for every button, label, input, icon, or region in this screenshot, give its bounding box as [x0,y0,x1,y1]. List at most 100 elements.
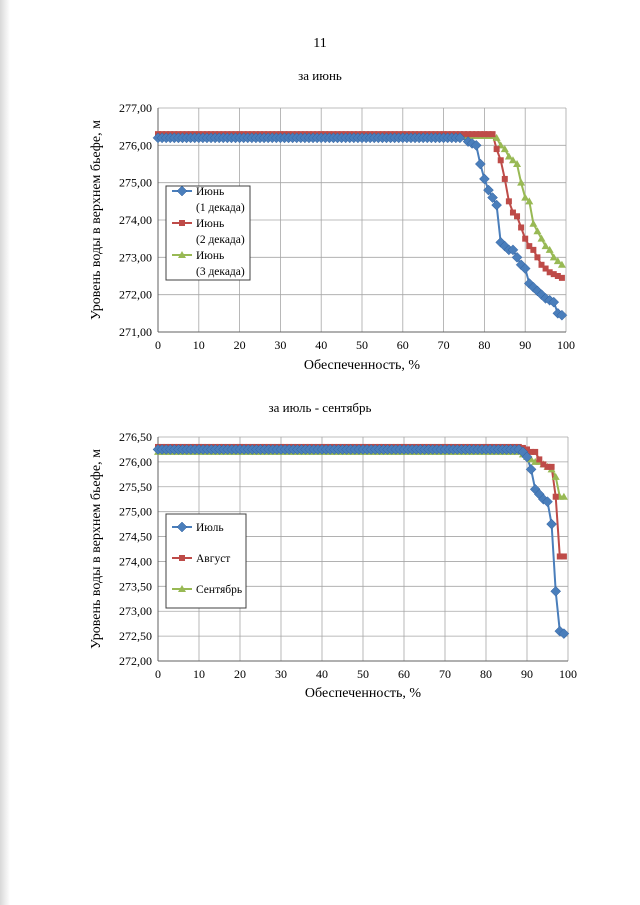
series-line [158,450,564,498]
data-point [526,243,533,250]
x-tick-label: 20 [234,338,246,352]
x-tick-label: 60 [398,667,410,681]
x-tick-label: 90 [519,338,531,352]
data-point [556,309,568,321]
data-point [557,260,566,268]
x-tick-label: 80 [480,667,492,681]
data-point [473,131,480,138]
data-point [469,131,476,138]
x-tick-label: 20 [234,667,246,681]
data-point [546,518,557,530]
data-point [533,227,542,235]
data-point [461,131,467,138]
data-point [542,265,549,272]
data-point [536,456,543,463]
y-tick-label: 272,00 [119,654,152,668]
x-tick-label: 50 [357,667,369,681]
legend-box [165,185,251,281]
data-point [556,553,563,560]
y-axis-label: Уровень воды в верхнем бьефе, м [89,120,104,320]
data-point [497,157,504,164]
x-tick-label: 10 [193,667,205,681]
y-tick-label: 274,00 [119,213,152,227]
data-point [521,451,533,463]
x-tick-label: 80 [478,338,490,352]
data-point [554,273,561,279]
chart-title-june: за июнь [298,68,342,83]
data-point [529,219,538,227]
y-tick-label: 272,00 [119,288,152,302]
series-markers [154,447,568,500]
x-tick-label: 70 [438,338,450,352]
data-point [470,139,482,151]
legend-label: Сентябрь [196,584,242,596]
legend-label: Август [196,553,230,565]
legend-swatch-marker [176,521,188,533]
data-point [487,192,498,203]
x-tick-label: 0 [155,667,161,681]
legend-label: Июль [196,522,224,534]
data-point [454,132,466,144]
legend-swatch-marker [176,185,188,197]
legend-label: Июнь [196,250,224,262]
page-number: 11 [313,36,327,51]
data-point [550,271,557,278]
y-tick-label: 275,50 [119,480,152,494]
x-tick-label: 30 [274,338,286,352]
data-point [532,448,539,455]
data-point [524,446,530,453]
data-point [541,242,550,250]
y-tick-label: 277,00 [119,101,152,115]
data-point [517,178,526,186]
x-axis-label: Обеспеченность, % [305,686,421,701]
data-point [505,198,512,205]
x-tick-label: 50 [356,338,368,352]
legend-label: Июнь [196,186,224,198]
x-tick-label: 70 [439,667,451,681]
data-point [548,296,560,308]
data-point [489,131,496,138]
data-point [525,464,537,475]
legend-label: (2 декада) [196,234,245,246]
x-tick-label: 40 [315,338,327,352]
data-point [507,244,519,256]
data-point [558,274,565,281]
y-tick-label: 275,00 [119,176,152,190]
data-point [522,235,529,242]
data-point [545,245,554,253]
data-point [525,197,534,205]
data-point [551,472,560,480]
legend: Июнь (1 декада) Июнь (2 декада) Июнь (3 декад… [165,185,251,281]
legend: Июль Август Сентябрь [165,513,247,609]
data-point [479,173,490,185]
data-point [474,158,486,170]
x-tick-label: 10 [193,338,205,352]
data-point [521,193,530,201]
x-tick-label: 40 [316,667,328,681]
data-point [485,131,492,138]
y-tick-label: 274,00 [119,554,152,568]
data-point [493,146,500,153]
data-point [508,156,517,164]
chart-title-july-september: за июль - сентябрь [268,400,372,415]
data-point [530,246,537,253]
data-point [534,254,541,261]
data-point [511,251,523,263]
x-tick-label: 60 [397,338,409,352]
data-point [544,463,551,470]
y-tick-label: 276,00 [119,138,152,152]
scan-edge [0,0,10,905]
series-markers [152,444,570,639]
y-tick-label: 272,50 [119,629,152,643]
legend-label: Июнь [196,218,224,230]
y-tick-label: 274,50 [119,530,152,544]
data-point [500,145,509,153]
series-markers [152,132,568,321]
data-point [492,133,501,141]
data-point [558,628,570,639]
y-axis-label: Уровень воды в верхнем бьефе, м [89,449,104,649]
legend-swatch-marker [179,555,185,561]
data-point [559,492,568,500]
